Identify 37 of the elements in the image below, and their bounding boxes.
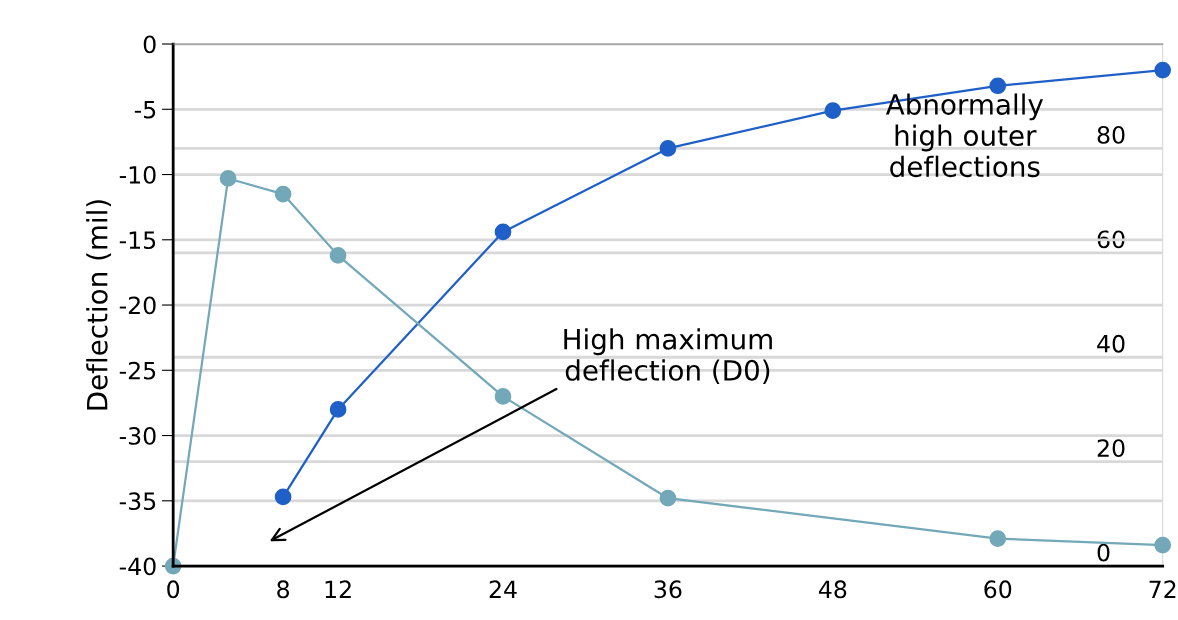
x-tick-label: 12 bbox=[325, 580, 351, 598]
y-tick-label: -15 bbox=[119, 231, 156, 250]
point bbox=[329, 401, 347, 418]
point bbox=[1154, 61, 1172, 79]
point bbox=[494, 388, 512, 405]
y2-tick-label: 20 bbox=[1097, 439, 1125, 458]
annotation: High maximum deflection (D0) bbox=[564, 328, 772, 385]
x-tick-label: 24 bbox=[489, 580, 517, 598]
point bbox=[274, 488, 292, 506]
x-tick-label: 48 bbox=[818, 580, 847, 599]
y-tick-label: -5 bbox=[134, 101, 156, 119]
x-tick-label: 72 bbox=[1149, 580, 1176, 598]
y-tick-label: -30 bbox=[119, 427, 156, 445]
x-tick-label: 0 bbox=[167, 580, 180, 599]
point bbox=[274, 185, 292, 203]
y2-tick-label: 40 bbox=[1097, 334, 1125, 353]
x-tick-label: 8 bbox=[277, 580, 290, 599]
y-tick-label: -35 bbox=[119, 492, 156, 511]
annotation: Abnormally high outer deflections bbox=[885, 93, 1044, 178]
point bbox=[824, 102, 842, 119]
point bbox=[659, 140, 677, 157]
y-tick-label: -25 bbox=[119, 361, 156, 380]
y-tick-label: -20 bbox=[119, 296, 156, 315]
point bbox=[219, 170, 237, 187]
point bbox=[1154, 536, 1172, 554]
y2-tick-label: 80 bbox=[1097, 125, 1125, 144]
point bbox=[659, 489, 677, 507]
y-axis-title: Deflection (mil) bbox=[86, 200, 111, 410]
point bbox=[989, 530, 1007, 547]
y-tick-label: 0 bbox=[143, 35, 156, 54]
y-tick-label: -40 bbox=[119, 557, 156, 576]
point bbox=[329, 247, 347, 264]
x-tick-label: 36 bbox=[654, 580, 682, 599]
x-tick-label: 60 bbox=[984, 580, 1012, 599]
point bbox=[494, 223, 512, 241]
y2-tick-label: 0 bbox=[1097, 543, 1110, 562]
y-tick-label: -10 bbox=[119, 165, 156, 184]
